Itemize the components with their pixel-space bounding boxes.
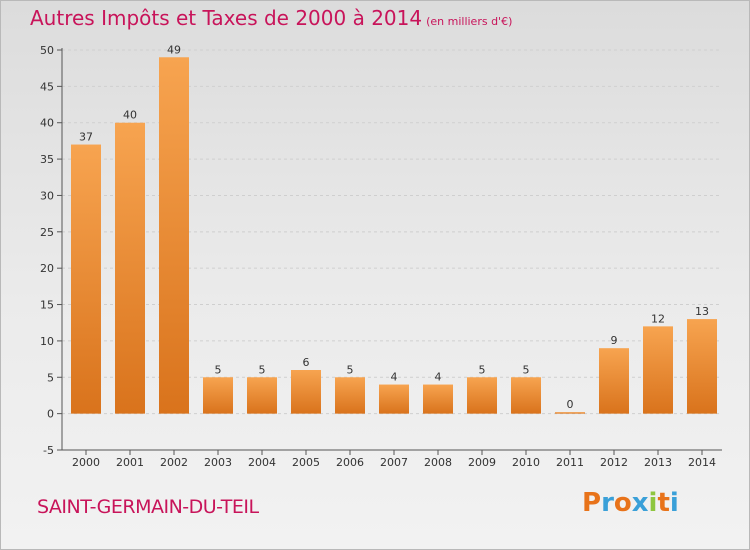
y-tick-label: 20 <box>40 262 54 275</box>
bar <box>643 326 673 414</box>
x-tick-label: 2001 <box>116 456 144 469</box>
data-label: 13 <box>695 305 709 318</box>
data-label: 40 <box>123 109 137 122</box>
y-tick-label: 30 <box>40 189 54 202</box>
x-tick-label: 2013 <box>644 456 672 469</box>
bar <box>335 377 365 414</box>
logo-letter: r <box>601 488 614 518</box>
data-label: 5 <box>259 363 266 376</box>
y-tick-label: 40 <box>40 117 54 130</box>
y-tick-label: 0 <box>47 408 54 421</box>
x-tick-label: 2000 <box>72 456 100 469</box>
x-tick-label: 2010 <box>512 456 540 469</box>
x-tick-label: 2014 <box>688 456 716 469</box>
data-label: 5 <box>347 363 354 376</box>
bar <box>379 384 409 414</box>
x-tick-label: 2003 <box>204 456 232 469</box>
bar <box>511 377 541 414</box>
y-tick-label: 50 <box>40 44 54 57</box>
bar <box>555 412 585 414</box>
data-label: 0 <box>567 398 574 411</box>
x-tick-label: 2012 <box>600 456 628 469</box>
data-label: 37 <box>79 131 93 144</box>
chart-unit: (en milliers d'€) <box>426 15 513 28</box>
logo-letter: o <box>613 488 632 518</box>
logo-letter: i <box>669 488 679 518</box>
logo-letter: P <box>582 488 602 518</box>
y-tick-label: 35 <box>40 153 54 166</box>
data-label: 5 <box>215 363 222 376</box>
chart-title-text: Autres Impôts et Taxes de 2000 à 2014 <box>30 6 423 30</box>
bar <box>71 144 101 414</box>
data-label: 4 <box>435 371 442 384</box>
x-tick-label: 2008 <box>424 456 452 469</box>
y-tick-label: 5 <box>47 371 54 384</box>
chart-title: Autres Impôts et Taxes de 2000 à 2014 (en… <box>30 6 512 30</box>
data-label: 5 <box>479 363 486 376</box>
x-tick-label: 2007 <box>380 456 408 469</box>
data-label: 9 <box>611 334 618 347</box>
logo-letter: t <box>657 488 670 518</box>
x-tick-label: 2009 <box>468 456 496 469</box>
y-tick-label: 45 <box>40 80 54 93</box>
x-tick-label: 2002 <box>160 456 188 469</box>
bar <box>159 57 189 414</box>
bar <box>203 377 233 414</box>
y-tick-label: 15 <box>40 299 54 312</box>
data-label: 49 <box>167 43 181 56</box>
x-tick-label: 2006 <box>336 456 364 469</box>
town-name: SAINT-GERMAIN-DU-TEIL <box>37 496 259 518</box>
data-label: 12 <box>651 312 665 325</box>
data-label: 4 <box>391 371 398 384</box>
logo-letter: x <box>631 488 649 518</box>
proxiti-logo: Proxiti <box>582 488 679 518</box>
data-label: 5 <box>523 363 530 376</box>
x-tick-label: 2004 <box>248 456 276 469</box>
bar <box>687 319 717 414</box>
x-tick-label: 2011 <box>556 456 584 469</box>
bar <box>423 384 453 414</box>
bar <box>599 348 629 414</box>
y-tick-label: 10 <box>40 335 54 348</box>
bar <box>467 377 497 414</box>
x-tick-label: 2005 <box>292 456 320 469</box>
data-label: 6 <box>303 356 310 369</box>
bar <box>115 122 145 414</box>
y-tick-label: 25 <box>40 226 54 239</box>
y-tick-label: -5 <box>43 444 54 457</box>
bar <box>247 377 277 414</box>
bar <box>291 370 321 414</box>
logo-letter: i <box>648 488 658 518</box>
